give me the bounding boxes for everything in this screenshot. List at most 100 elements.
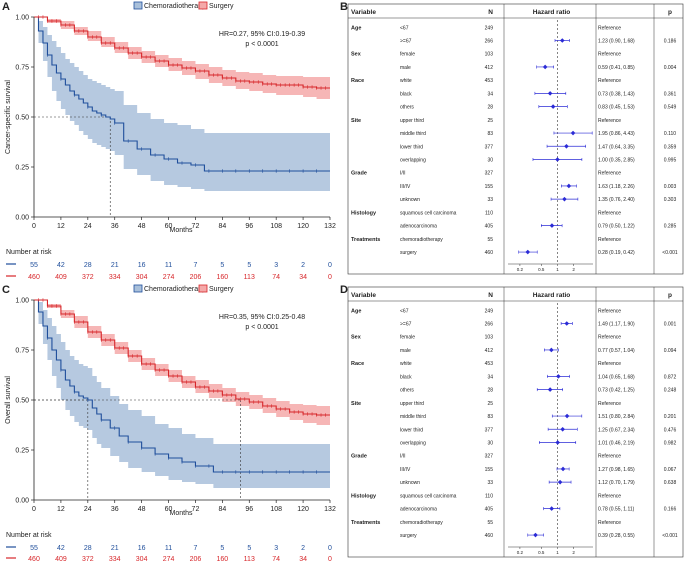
risk-count: 274: [163, 274, 175, 281]
row-n: 33: [487, 480, 493, 486]
row-n: 266: [485, 321, 494, 327]
x-tick-label: 36: [111, 506, 119, 513]
point-estimate: [562, 196, 567, 202]
row-level: overlapping: [400, 157, 426, 163]
x-tick-label: 120: [297, 223, 309, 230]
row-ci-text: 0.39 (0.28, 0.55): [598, 533, 635, 539]
legend-swatch-0: [133, 1, 143, 10]
p-value-annotation: p < 0.0001: [245, 41, 278, 48]
header-variable: Variable: [351, 9, 376, 16]
legend-swatch-1: [198, 284, 208, 293]
risk-count: 160: [217, 556, 229, 561]
risk-count: 0: [328, 545, 332, 552]
forest-frame: [347, 3, 684, 275]
row-ci-text: 0.28 (0.19, 0.42): [598, 250, 635, 256]
row-ci-text: Reference: [598, 335, 621, 341]
row-ci-text: 1.49 (1.17, 1.90): [598, 321, 635, 327]
row-n: 103: [485, 335, 494, 341]
legend-label-1: Surgery: [209, 3, 234, 10]
row-n: 34: [487, 374, 493, 380]
legend-label-1: Surgery: [209, 286, 234, 293]
row-variable: Treatments: [351, 520, 380, 526]
risk-count: 5: [220, 262, 224, 269]
point-estimate: [557, 479, 563, 485]
row-p-value: 0.638: [664, 480, 677, 486]
risk-count: 55: [30, 545, 38, 552]
header-n: N: [488, 9, 493, 16]
risk-count: 55: [30, 262, 38, 269]
row-ci-text: 0.77 (0.57, 1.04): [598, 348, 635, 354]
row-p-value: 0.872: [664, 374, 677, 380]
y-tick-label: 0.50: [15, 115, 29, 122]
row-ci-text: Reference: [598, 78, 621, 84]
row-level: surgery: [400, 533, 417, 539]
risk-count: 5: [247, 262, 251, 269]
row-n: 33: [487, 197, 493, 203]
row-ci-text: 1.63 (1.18, 2.26): [598, 184, 635, 190]
x-tick-label: 24: [84, 506, 92, 513]
risk-count: 460: [28, 274, 40, 281]
row-n: 460: [485, 250, 494, 256]
row-p-value: 0.359: [664, 144, 677, 150]
risk-count: 74: [272, 556, 280, 561]
row-n: 377: [485, 144, 494, 150]
risk-count: 160: [217, 274, 229, 281]
risk-count: 21: [111, 262, 119, 269]
row-level: upper third: [400, 401, 424, 407]
row-n: 327: [485, 454, 494, 460]
row-level: white: [400, 361, 412, 367]
row-level: middle third: [400, 414, 426, 420]
row-level: III/IV: [400, 467, 411, 473]
x-tick-label: 48: [138, 506, 146, 513]
row-ci-text: Reference: [598, 118, 621, 124]
risk-count: 274: [163, 556, 175, 561]
row-level: black: [400, 374, 412, 380]
row-n: 412: [485, 348, 494, 354]
point-estimate: [542, 64, 548, 70]
row-ci-text: 1.95 (0.86, 4.43): [598, 131, 635, 137]
row-ci-text: 1.25 (0.67, 2.34): [598, 427, 635, 433]
row-n: 55: [487, 237, 493, 243]
row-n: 30: [487, 157, 493, 163]
row-ci-text: Reference: [598, 454, 621, 460]
panel-label: C: [2, 284, 10, 296]
row-ci-text: Reference: [598, 493, 621, 499]
row-n: 110: [485, 210, 493, 216]
risk-table-title: Number at risk: [6, 249, 52, 256]
row-level: middle third: [400, 131, 426, 137]
row-level: <67: [400, 25, 409, 31]
row-p-value: 0.166: [664, 507, 677, 513]
row-ci-text: 0.73 (0.42, 1.25): [598, 388, 635, 394]
header-p: p: [668, 9, 672, 16]
risk-count: 2: [301, 262, 305, 269]
row-level: I/II: [400, 454, 406, 460]
row-p-value: 0.549: [664, 105, 677, 111]
row-variable: Race: [351, 78, 364, 84]
row-ci-text: 0.73 (0.38, 1.43): [598, 91, 635, 97]
row-ci-text: 1.23 (0.90, 1.68): [598, 38, 635, 44]
row-n: 155: [485, 184, 494, 190]
row-p-value: 0.003: [664, 184, 677, 190]
row-n: 453: [485, 361, 494, 367]
row-p-value: 0.285: [664, 224, 677, 230]
row-level: <67: [400, 308, 409, 314]
hr-annotation: HR=0.27, 95% CI:0.19-0.39: [219, 31, 305, 38]
x-tick-label: 96: [245, 223, 253, 230]
row-p-value: 0.995: [664, 157, 677, 163]
point-estimate: [547, 91, 553, 96]
risk-count: 5: [220, 545, 224, 552]
row-level: surgery: [400, 250, 417, 256]
survival-curve-0: [34, 299, 330, 473]
row-n: 377: [485, 427, 494, 433]
row-n: 55: [487, 520, 493, 526]
row-n: 249: [485, 25, 494, 31]
risk-count: 74: [272, 274, 280, 281]
row-level: chemoradiotherapy: [400, 237, 443, 243]
risk-count: 16: [138, 262, 146, 269]
x-tick-label: 12: [57, 506, 65, 513]
row-n: 83: [487, 131, 493, 137]
row-level: overlapping: [400, 440, 426, 446]
risk-count: 372: [82, 274, 94, 281]
row-level: lower third: [400, 427, 423, 433]
